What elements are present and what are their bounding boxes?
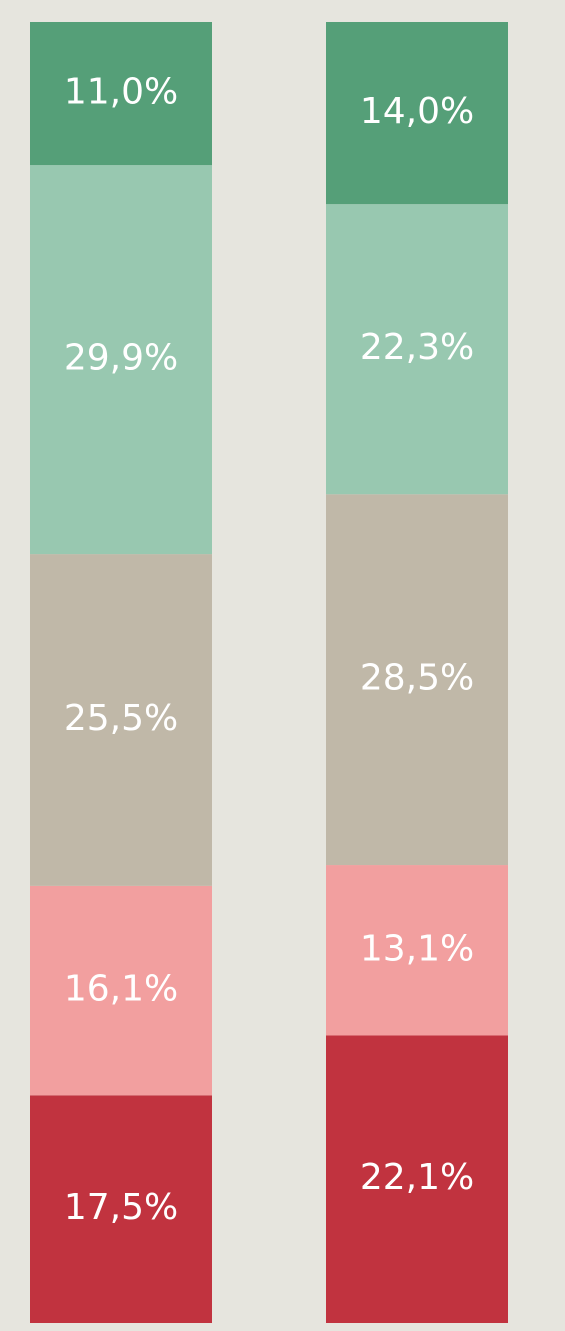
bar-segment bbox=[326, 494, 508, 866]
bar-segment bbox=[326, 22, 508, 205]
bar-segment bbox=[30, 554, 212, 886]
data-label: 14,0% bbox=[360, 91, 474, 132]
data-label: 11,0% bbox=[64, 72, 178, 113]
data-label: 22,3% bbox=[360, 327, 474, 368]
bar-segment bbox=[326, 1035, 508, 1323]
data-label: 13,1% bbox=[360, 928, 474, 969]
data-label: 22,1% bbox=[360, 1157, 474, 1198]
bar-segment bbox=[30, 165, 212, 555]
data-label: 28,5% bbox=[360, 658, 474, 699]
bar-segment bbox=[30, 1095, 212, 1323]
data-label: 17,5% bbox=[64, 1187, 178, 1228]
bar-segment bbox=[326, 865, 508, 1036]
data-label: 29,9% bbox=[64, 338, 178, 379]
bar-segment bbox=[326, 204, 508, 495]
bar-segment bbox=[30, 885, 212, 1096]
data-label: 25,5% bbox=[64, 698, 178, 739]
bar-segment bbox=[30, 22, 212, 166]
data-label: 16,1% bbox=[64, 969, 178, 1010]
